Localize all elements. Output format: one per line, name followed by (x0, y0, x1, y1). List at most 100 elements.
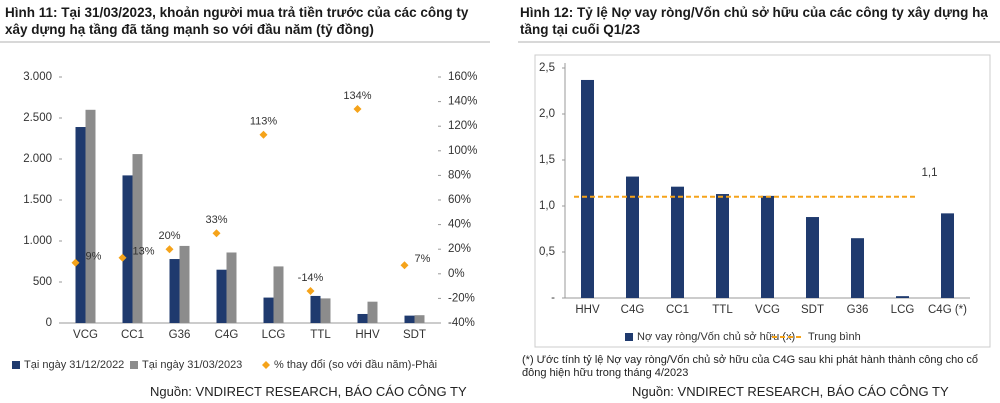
y-tick-label: 2.000 (23, 153, 52, 165)
y-tick-label: 1,5 (539, 154, 555, 166)
y-tick-label: 1.000 (23, 235, 52, 247)
x-tick-label: LCG (262, 329, 286, 341)
bar (761, 195, 774, 298)
point (118, 253, 127, 262)
legend-label: % thay đổi (so với đầu năm)-Phải (274, 359, 437, 371)
bar (216, 269, 227, 323)
data-label: 113% (250, 116, 278, 128)
legend-label: Tại ngày 31/03/2023 (142, 359, 242, 371)
point (212, 229, 221, 238)
bar (806, 217, 819, 298)
bar (851, 238, 864, 298)
x-tick-label: HHV (575, 304, 600, 316)
bar (320, 298, 331, 323)
bar (357, 313, 368, 323)
y2-tick-label: 100% (448, 145, 477, 157)
x-tick-label: HHV (355, 329, 380, 341)
source: Nguồn: VNDIRECT RESEARCH, BÁO CÁO CÔNG T… (632, 384, 949, 399)
bar (263, 297, 274, 323)
bar (896, 296, 909, 298)
data-label: 1,1 (922, 167, 938, 179)
y-tick-label: 2,5 (539, 62, 555, 74)
data-label: 9% (86, 251, 102, 263)
chart-title: Hình 11: Tại 31/03/2023, khoản người mua… (5, 5, 469, 37)
point (353, 104, 362, 113)
y2-tick-label: 0% (448, 268, 465, 280)
data-label: 13% (133, 246, 155, 258)
chart-title: Hình 12: Tỷ lệ Nợ vay ròng/Vốn chủ sở hữ… (520, 5, 988, 37)
x-tick-label: C4G (215, 329, 239, 341)
x-tick-label: C4G (621, 304, 645, 316)
data-label: 33% (205, 214, 227, 226)
legend-label: Trung bình (808, 331, 861, 343)
bar (179, 245, 190, 323)
x-tick-label: G36 (169, 329, 191, 341)
bar (169, 259, 180, 323)
bar (626, 176, 639, 298)
bar (273, 266, 284, 323)
bar (310, 295, 321, 323)
bar (75, 127, 86, 324)
legend-swatch (262, 361, 270, 369)
y2-tick-label: 60% (448, 194, 471, 206)
y-tick-label: 2.500 (23, 112, 52, 124)
point (400, 261, 409, 270)
x-tick-label: C4G (*) (928, 304, 967, 316)
x-tick-label: TTL (310, 329, 331, 341)
frame (534, 54, 991, 348)
y-tick-label: 500 (33, 276, 52, 288)
y2-tick-label: 120% (448, 120, 477, 132)
y-tick-label: 0,5 (539, 246, 555, 258)
y-tick-label: 3.000 (23, 71, 52, 83)
x-tick-label: LCG (891, 304, 915, 316)
x-tick-label: SDT (403, 329, 426, 341)
data-label: 7% (415, 253, 431, 265)
y2-tick-label: -40% (448, 317, 475, 329)
bar (122, 175, 133, 323)
point (165, 245, 174, 254)
bar (85, 109, 96, 323)
legend-label: Tại ngày 31/12/2022 (24, 359, 124, 371)
y-tick-label: - (551, 292, 555, 304)
source: Nguồn: VNDIRECT RESEARCH, BÁO CÁO CÔNG T… (150, 384, 467, 399)
bar (367, 301, 378, 323)
legend-label: Nợ vay ròng/Vốn chủ sở hữu (x) (637, 331, 795, 343)
footnote: (*) Ước tính tỷ lệ Nợ vay ròng/Vốn chủ s… (522, 354, 979, 379)
bar (404, 315, 415, 323)
bar (132, 154, 143, 323)
bar (414, 315, 425, 323)
data-label: -14% (298, 272, 324, 284)
x-tick-label: VCG (73, 329, 98, 341)
y2-tick-label: -20% (448, 292, 475, 304)
y-tick-label: 2,0 (539, 108, 555, 120)
point (259, 130, 268, 139)
point (306, 287, 315, 296)
x-tick-label: CC1 (121, 329, 144, 341)
bar (716, 194, 729, 298)
point (71, 258, 80, 267)
legend-swatch (12, 361, 20, 369)
legend-swatch (130, 361, 138, 369)
y2-tick-label: 160% (448, 71, 477, 83)
x-tick-label: VCG (755, 304, 780, 316)
x-tick-label: G36 (847, 304, 869, 316)
y2-tick-label: 80% (448, 169, 471, 181)
bar (941, 213, 954, 298)
y-tick-label: 0 (46, 317, 52, 329)
bar (581, 79, 594, 299)
y2-tick-label: 20% (448, 243, 471, 255)
bar (671, 186, 684, 298)
y2-tick-label: 40% (448, 219, 471, 231)
data-label: 134% (343, 90, 371, 102)
y2-tick-label: 140% (448, 96, 477, 108)
data-label: 20% (158, 230, 180, 242)
x-tick-label: SDT (801, 304, 824, 316)
bar (226, 252, 237, 323)
legend-swatch (625, 333, 633, 341)
y-tick-label: 1,0 (539, 200, 555, 212)
y-tick-label: 1.500 (23, 194, 52, 206)
x-tick-label: TTL (712, 304, 733, 316)
x-tick-label: CC1 (666, 304, 689, 316)
